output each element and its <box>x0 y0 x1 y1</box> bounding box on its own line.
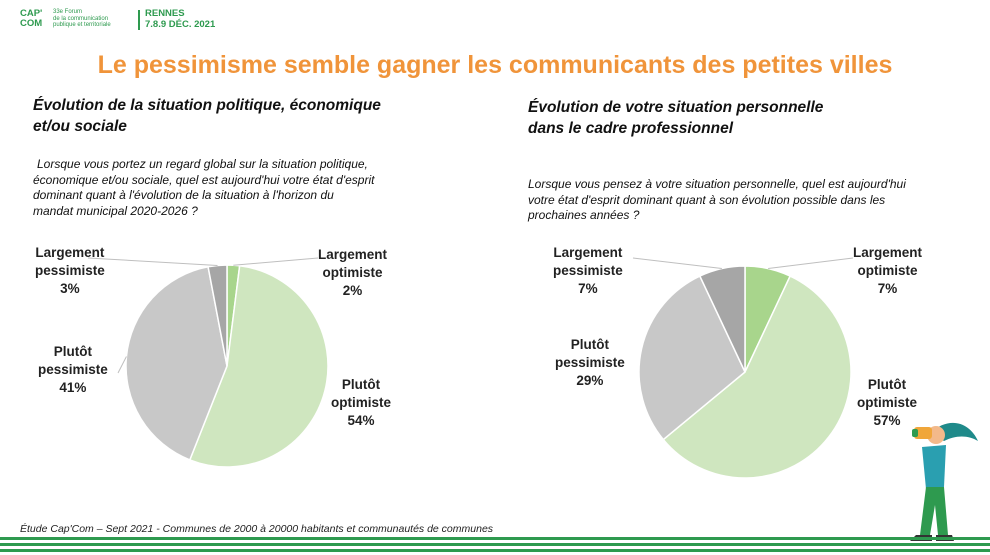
chart-1-leader-line <box>87 257 218 266</box>
footer-stripes <box>0 535 990 555</box>
chart-1-leader-line <box>233 257 319 266</box>
chart-2-label-plutot-pessimiste: Plutôt pessimiste 29% <box>555 337 625 388</box>
chart-2-slice-plutot-optimiste <box>662 275 852 479</box>
chart-1-leader-line <box>117 356 127 374</box>
footer-stripe <box>0 549 990 552</box>
chart-1-label-largement-optimiste: Largement optimiste 2% <box>318 247 388 298</box>
chart-1-slice-plutot-optimiste <box>188 264 329 468</box>
chart-1-question: Lorsque vous portez un regard global sur… <box>33 157 375 218</box>
binoculars-woman-illustration <box>910 422 978 541</box>
logo-brand: CAP' COM <box>20 8 43 29</box>
chart-1-label-plutot-pessimiste: Plutôt pessimiste 41% <box>38 344 108 395</box>
chart-1-title: Évolution de la situation politique, éco… <box>33 97 381 135</box>
footer-stripe <box>0 537 990 540</box>
footer-stripe <box>0 543 990 546</box>
chart-1-label-plutot-optimiste: Plutôt optimiste 54% <box>331 377 392 428</box>
page-title: Le pessimisme semble gagner les communic… <box>97 51 893 79</box>
chart-2-leader-line <box>768 257 854 270</box>
logo-forum-text: 33e Forum de la communication publique e… <box>53 9 111 28</box>
chart-2-question: Lorsque vous pensez à votre situation pe… <box>528 177 906 222</box>
chart-2-title: Évolution de votre situation personnelle… <box>528 99 824 137</box>
logo-divider <box>138 10 140 30</box>
chart-1-slice-plutot-pessimiste <box>125 265 228 461</box>
chart-2-label-largement-pessimiste: Largement pessimiste 7% <box>553 245 623 296</box>
chart-2-leader-line <box>632 257 722 270</box>
chart-2-label-plutot-optimiste: Plutôt optimiste 57% <box>857 377 918 428</box>
source-note: Étude Cap'Com – Sept 2021 - Communes de … <box>20 523 494 535</box>
logo-city-dates: RENNES 7.8.9 DÉC. 2021 <box>145 8 216 30</box>
chart-1-label-largement-pessimiste: Largement pessimiste 3% <box>35 245 105 296</box>
chart-2-label-largement-optimiste: Largement optimiste 7% <box>853 245 923 296</box>
